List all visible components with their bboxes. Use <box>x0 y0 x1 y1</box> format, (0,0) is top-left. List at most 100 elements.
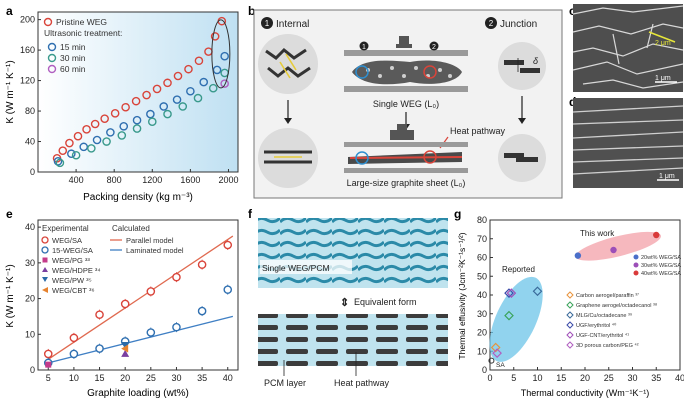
data-point-weg-sa <box>95 310 104 319</box>
legend-label-parallel: Parallel model <box>126 236 174 245</box>
scale-bar-label: 1 μm <box>659 173 675 180</box>
x-axis-label: Thermal conductivity (Wm⁻¹K⁻¹) <box>521 388 650 398</box>
data-point-30-min <box>87 144 96 153</box>
x-tick-label: 1600 <box>180 175 200 185</box>
plot-area <box>37 11 239 173</box>
schematic-panel-f: Single WEG/PCM ⇕ Equivalent form PCM lay… <box>258 218 448 388</box>
weg-pores-pattern <box>366 66 452 78</box>
data-point-15-min <box>212 65 222 75</box>
internal-marker-ring <box>355 65 369 79</box>
data-point-15-min <box>199 77 209 87</box>
legend-marker-pristine <box>43 17 53 27</box>
data-point-30-min <box>102 137 111 146</box>
internal-marker-ring-large <box>355 151 369 165</box>
y-tick-label: 60 <box>477 253 487 263</box>
legend-label-60min: 60 min <box>60 64 86 74</box>
y-tick-label: 20 <box>477 328 487 338</box>
junction-sheet <box>504 153 524 158</box>
equivalent-arrow-icon: ⇕ <box>340 297 349 309</box>
x-tick-label: 5 <box>46 373 51 383</box>
number-badge-1-small-text: 1 <box>362 44 366 51</box>
data-point-reported <box>532 286 543 297</box>
data-point-weg-sa <box>223 240 233 250</box>
junction-zoom-circle <box>498 42 546 90</box>
legend-marker-20wt <box>633 254 639 260</box>
legend-label-weg-pg: WEG/PG ³³ <box>52 256 90 265</box>
number-badge-1-small <box>359 41 369 51</box>
data-point-weg-sa <box>197 260 207 269</box>
y-tick-label: 30 <box>477 309 487 319</box>
x-tick-label: 25 <box>604 373 614 383</box>
number-badge-1 <box>261 17 273 29</box>
legend-label-15weg-sa: 15-WEG/SA <box>52 246 93 255</box>
x-tick-label: 15 <box>556 373 566 383</box>
data-point-30-min <box>178 102 188 111</box>
phonon-path-line <box>279 61 291 79</box>
y-tick-label: 40 <box>25 137 35 147</box>
data-point-30-min <box>208 83 218 93</box>
legend-label-carbon-aerogel: Carbon aerogel/paraffin ³⁷ <box>576 292 639 299</box>
y-axis-label: K (W m⁻¹ K⁻¹) <box>5 60 16 123</box>
legend-marker-weg-hdpe <box>42 267 48 272</box>
data-point-weg-sa <box>69 333 79 343</box>
x-tick-label: 40 <box>223 373 233 383</box>
y-tick-label: 0 <box>482 365 487 375</box>
data-point-15-min <box>119 121 129 131</box>
heat-pathway-line <box>349 156 463 159</box>
legend-label-ugf-cnt: UGF-CNT/erythritol ⁴¹ <box>576 332 629 339</box>
x-tick-label: 30 <box>627 373 637 383</box>
data-point-30-min <box>71 150 81 160</box>
reported-region <box>489 276 543 362</box>
data-point-15-min <box>67 149 76 159</box>
graphite-sheet-shape <box>265 47 307 60</box>
data-point-15-weg-sa <box>146 328 156 337</box>
legend-label-weg-pw: WEG/PW ³⁵ <box>52 276 92 285</box>
this-work-region <box>575 231 662 261</box>
single-weg-pcm-label: Single WEG/PCM <box>262 263 330 273</box>
pcm-layer-pattern <box>258 314 448 366</box>
legend-experimental-title: Experimental <box>42 224 89 233</box>
delta-symbol: δ <box>533 56 539 66</box>
legend-marker-weg-pg <box>42 257 48 263</box>
reported-label: Reported <box>502 265 535 274</box>
legend-label-weg-sa: WEG/SA <box>52 236 82 245</box>
junction-label: Junction <box>500 19 537 30</box>
data-point-pristine-weg <box>100 114 109 123</box>
junction-sheet <box>516 157 538 162</box>
data-point-weg-pg <box>45 361 52 368</box>
data-point-pristine-weg <box>58 146 68 155</box>
legend-label-weg-hdpe: WEG/HDPE ³⁴ <box>52 266 101 275</box>
internal-zoom-circle <box>258 34 318 94</box>
legend-title: Ultrasonic treatment: <box>44 28 122 38</box>
x-tick-label: 35 <box>197 373 207 383</box>
data-point-pristine-weg <box>90 119 100 129</box>
y-tick-label: 80 <box>25 106 35 116</box>
y-axis-label: K (W m⁻¹ K⁻¹) <box>5 264 16 327</box>
legend-marker-30wt <box>633 262 639 268</box>
measurement-line <box>648 31 676 43</box>
data-point-pristine-weg <box>152 84 162 94</box>
legend-label-weg-cbt: WEG/CBT ³⁶ <box>52 286 95 295</box>
data-point-15-weg-sa <box>95 344 104 353</box>
legend-marker-ugf <box>566 321 574 329</box>
large-sheet-label: Large-size graphite sheet (L₀) <box>347 178 466 188</box>
x-tick-label: 0 <box>487 373 492 383</box>
data-point-15-min <box>106 128 115 137</box>
y-tick-label: 10 <box>25 329 35 339</box>
data-point-30-min <box>117 131 127 140</box>
y-tick-label: 10 <box>477 346 487 356</box>
plot-area <box>37 219 239 371</box>
legend-marker-ugf-cnt <box>566 331 574 339</box>
plate-top <box>344 50 468 56</box>
data-point-15-min <box>53 157 63 166</box>
legend: Pristine WEG Ultrasonic treatment: 15 mi… <box>43 17 122 74</box>
y-tick-label: 160 <box>20 45 35 55</box>
data-point-weg-sa <box>43 349 53 359</box>
data-point-this-work <box>574 252 582 259</box>
data-point-30-min <box>132 124 142 133</box>
data-point-pristine-weg <box>82 125 91 134</box>
data-point-30-min <box>55 158 65 168</box>
legend-label-40wt: 40wt% WEG/SA <box>641 271 681 277</box>
y-tick-label: 80 <box>477 215 487 225</box>
data-point-15-min <box>159 102 169 111</box>
